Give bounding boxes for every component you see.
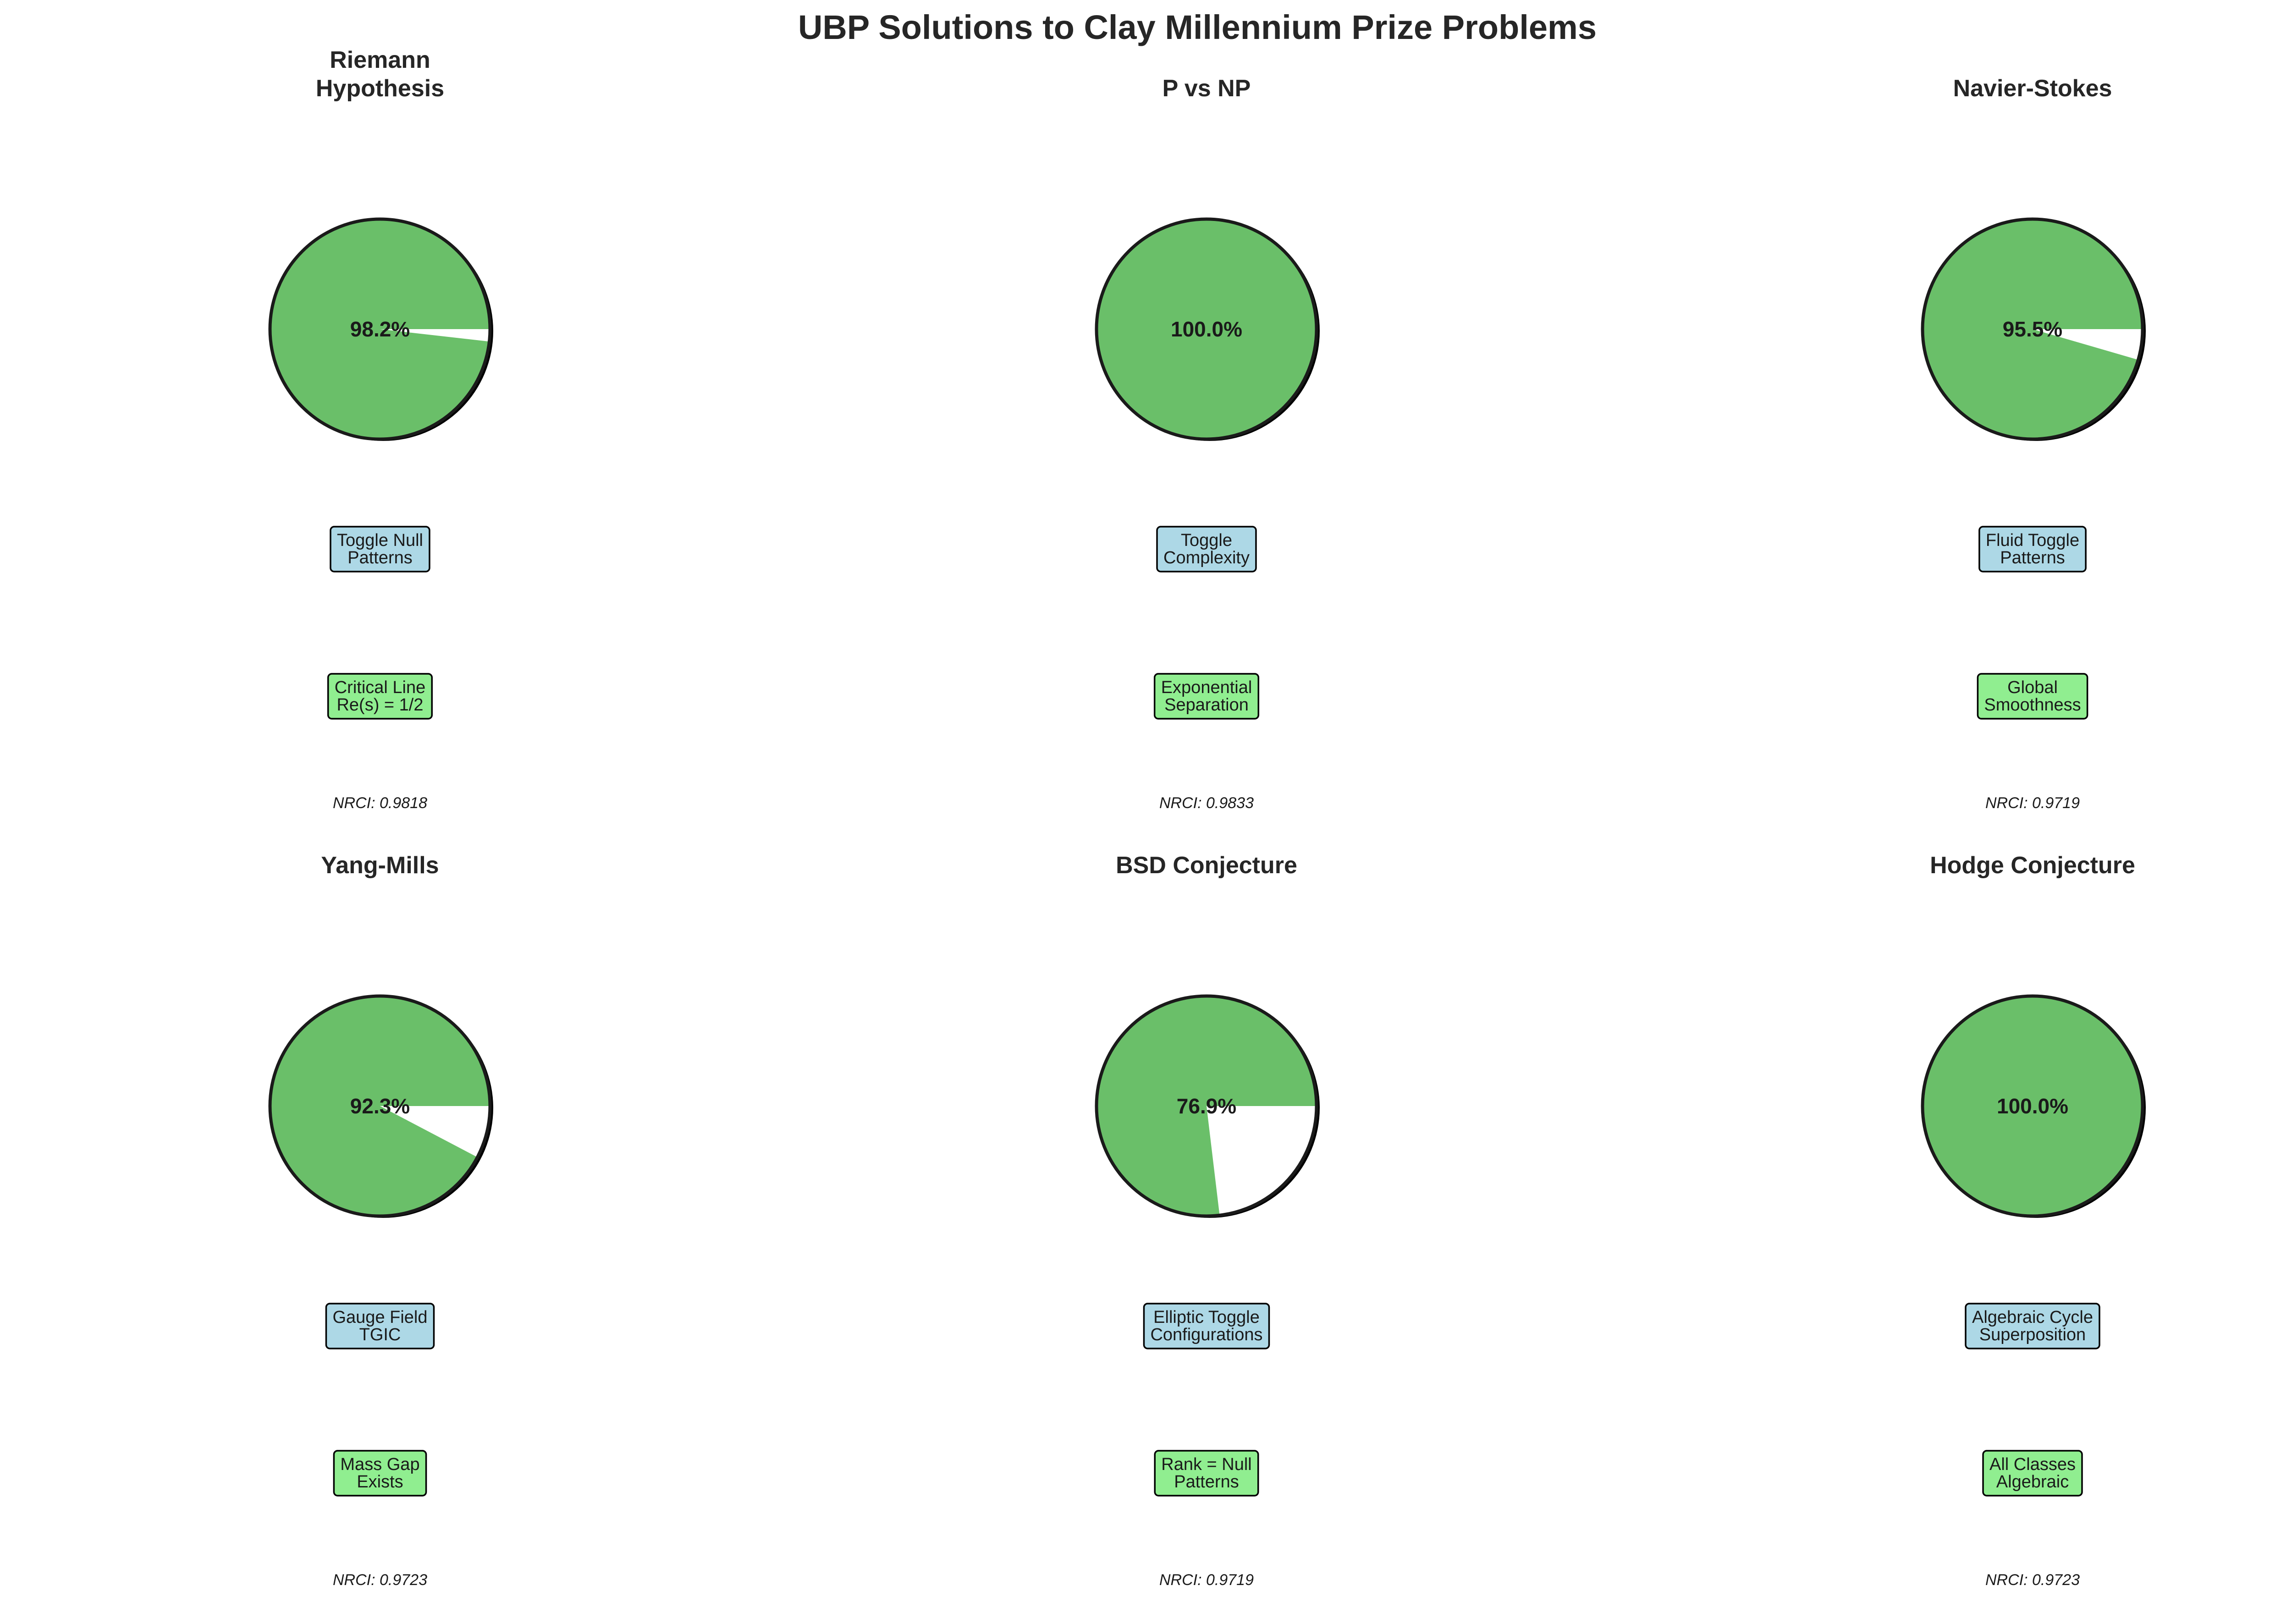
figure-title: UBP Solutions to Clay Millennium Prize P… (798, 8, 1597, 46)
result-box (1153, 673, 1260, 720)
result-box-text: Exponential Separation (1161, 678, 1252, 715)
result-box-text-line: Algebraic (1996, 1472, 2069, 1492)
method-box-text: Elliptic Toggle Configurations (1150, 1308, 1262, 1344)
panel-title-line: Riemann (330, 47, 430, 73)
result-box (1982, 1450, 2083, 1497)
panel-1: Riemann Hypothesis 98.2% Toggle Null Pattern… (268, 47, 493, 812)
panel-title: Yang-Mills (321, 852, 439, 879)
pie-slice-solved (270, 219, 490, 440)
pie-outline (1921, 217, 2144, 441)
pie-percent-label: 92.3% (350, 1094, 410, 1118)
panel-5: BSD Conjecture 76.9% Elliptic Toggle Config… (1095, 852, 1320, 1589)
panel-title-line: Hypothesis (316, 75, 444, 102)
pie-outline (1921, 994, 2144, 1218)
panel-title: BSD Conjecture (1116, 852, 1297, 879)
panel-title-line: Hodge Conjecture (1930, 852, 2135, 879)
method-box-text-line: Fluid Toggle (1986, 531, 2079, 550)
panel-title: Hodge Conjecture (1930, 852, 2135, 879)
method-box-text-line: Gauge Field (332, 1308, 427, 1327)
pie-percent-label: 100.0% (1997, 1094, 2068, 1118)
method-box-text: Algebraic Cycle Superposition (1972, 1308, 2093, 1344)
result-box-text-line: Global (2007, 678, 2058, 697)
method-box-text-line: Complexity (1163, 548, 1250, 567)
method-box (1143, 1303, 1270, 1349)
result-box (333, 1450, 427, 1497)
method-box-text-line: Toggle (1181, 531, 1232, 550)
method-box-text-line: Algebraic Cycle (1972, 1308, 2093, 1327)
nrci-label: NRCI: 0.9833 (1159, 794, 1254, 812)
result-box-text: Global Smoothness (1984, 678, 2081, 715)
pie-slice-solved (270, 996, 490, 1217)
pie-percent-label: 98.2% (350, 317, 410, 341)
method-box (330, 526, 430, 573)
method-box-text-line: TGIC (359, 1325, 401, 1344)
result-box-text-line: Mass Gap (340, 1455, 419, 1474)
result-box-text-line: Rank = Null (1161, 1455, 1251, 1474)
result-box-text: All Classes Algebraic (1989, 1455, 2076, 1492)
result-box-text-line: Patterns (1174, 1472, 1239, 1492)
result-box-text-line: Smoothness (1984, 695, 2081, 715)
method-box (325, 1303, 435, 1349)
method-box-text-line: Patterns (347, 548, 413, 567)
method-box-text: Gauge Field TGIC (332, 1308, 427, 1344)
pie-percent-label: 95.5% (2003, 317, 2062, 341)
method-box-text: Fluid Toggle Patterns (1986, 531, 2079, 567)
panel-title-line: P vs NP (1163, 75, 1251, 102)
method-box-text-line: Toggle Null (337, 531, 423, 550)
nrci-label: NRCI: 0.9723 (1985, 1571, 2080, 1589)
panel-title: Navier-Stokes (1953, 75, 2112, 102)
panel-title: Riemann Hypothesis (316, 47, 444, 102)
pie-slice-solved (1923, 996, 2143, 1216)
pie-percent-label: 76.9% (1177, 1094, 1236, 1118)
panel-2: P vs NP 100.0% Toggle Complexity Exponential… (1095, 75, 1320, 812)
pie-outline (268, 994, 492, 1218)
method-box-text: Toggle Null Patterns (337, 531, 423, 567)
result-box-text-line: Exponential (1161, 678, 1252, 697)
result-box-text: Rank = Null Patterns (1161, 1455, 1251, 1492)
result-box-text: Critical Line Re(s) = 1/2 (335, 678, 426, 715)
pie-percent-label: 100.0% (1171, 317, 1242, 341)
pie-slice-solved (1096, 996, 1317, 1216)
panel-title-line: Yang-Mills (321, 852, 439, 879)
method-box (1965, 1303, 2100, 1349)
method-box (1156, 526, 1257, 573)
result-box-text: Mass Gap Exists (340, 1455, 419, 1492)
pie-outline (1095, 217, 1318, 441)
method-box-text: Toggle Complexity (1163, 531, 1250, 567)
method-box-text-line: Configurations (1150, 1325, 1262, 1344)
result-box-text-line: Separation (1164, 695, 1249, 715)
pie-outline (268, 217, 492, 441)
panel-3: Navier-Stokes 95.5% Fluid Toggle Patterns Gl… (1921, 75, 2146, 812)
method-box-text-line: Patterns (2000, 548, 2065, 567)
result-box-text-line: Re(s) = 1/2 (336, 695, 423, 715)
nrci-label: NRCI: 0.9723 (333, 1571, 427, 1589)
panel-4: Yang-Mills 92.3% Gauge Field TGIC Mass Gap Ex… (268, 852, 493, 1589)
result-box (1977, 673, 2088, 720)
method-box-text-line: Elliptic Toggle (1153, 1308, 1260, 1327)
panel-title-line: BSD Conjecture (1116, 852, 1297, 879)
pie-slice-solved (1922, 219, 2143, 440)
result-box (1154, 1450, 1259, 1497)
panel-6: Hodge Conjecture 100.0% Algebraic Cycle Sup… (1921, 852, 2146, 1589)
method-box-text-line: Superposition (1979, 1325, 2086, 1344)
result-box (327, 673, 433, 720)
pie-outline (1095, 994, 1318, 1218)
result-box-text-line: All Classes (1989, 1455, 2076, 1474)
result-box-text-line: Critical Line (335, 678, 426, 697)
nrci-label: NRCI: 0.9818 (333, 794, 427, 812)
panel-title: P vs NP (1163, 75, 1251, 102)
result-box-text-line: Exists (357, 1472, 403, 1492)
method-box (1978, 526, 2087, 573)
panel-title-line: Navier-Stokes (1953, 75, 2112, 102)
nrci-label: NRCI: 0.9719 (1159, 1571, 1254, 1589)
nrci-label: NRCI: 0.9719 (1985, 794, 2080, 812)
pie-slice-solved (1096, 219, 1317, 439)
